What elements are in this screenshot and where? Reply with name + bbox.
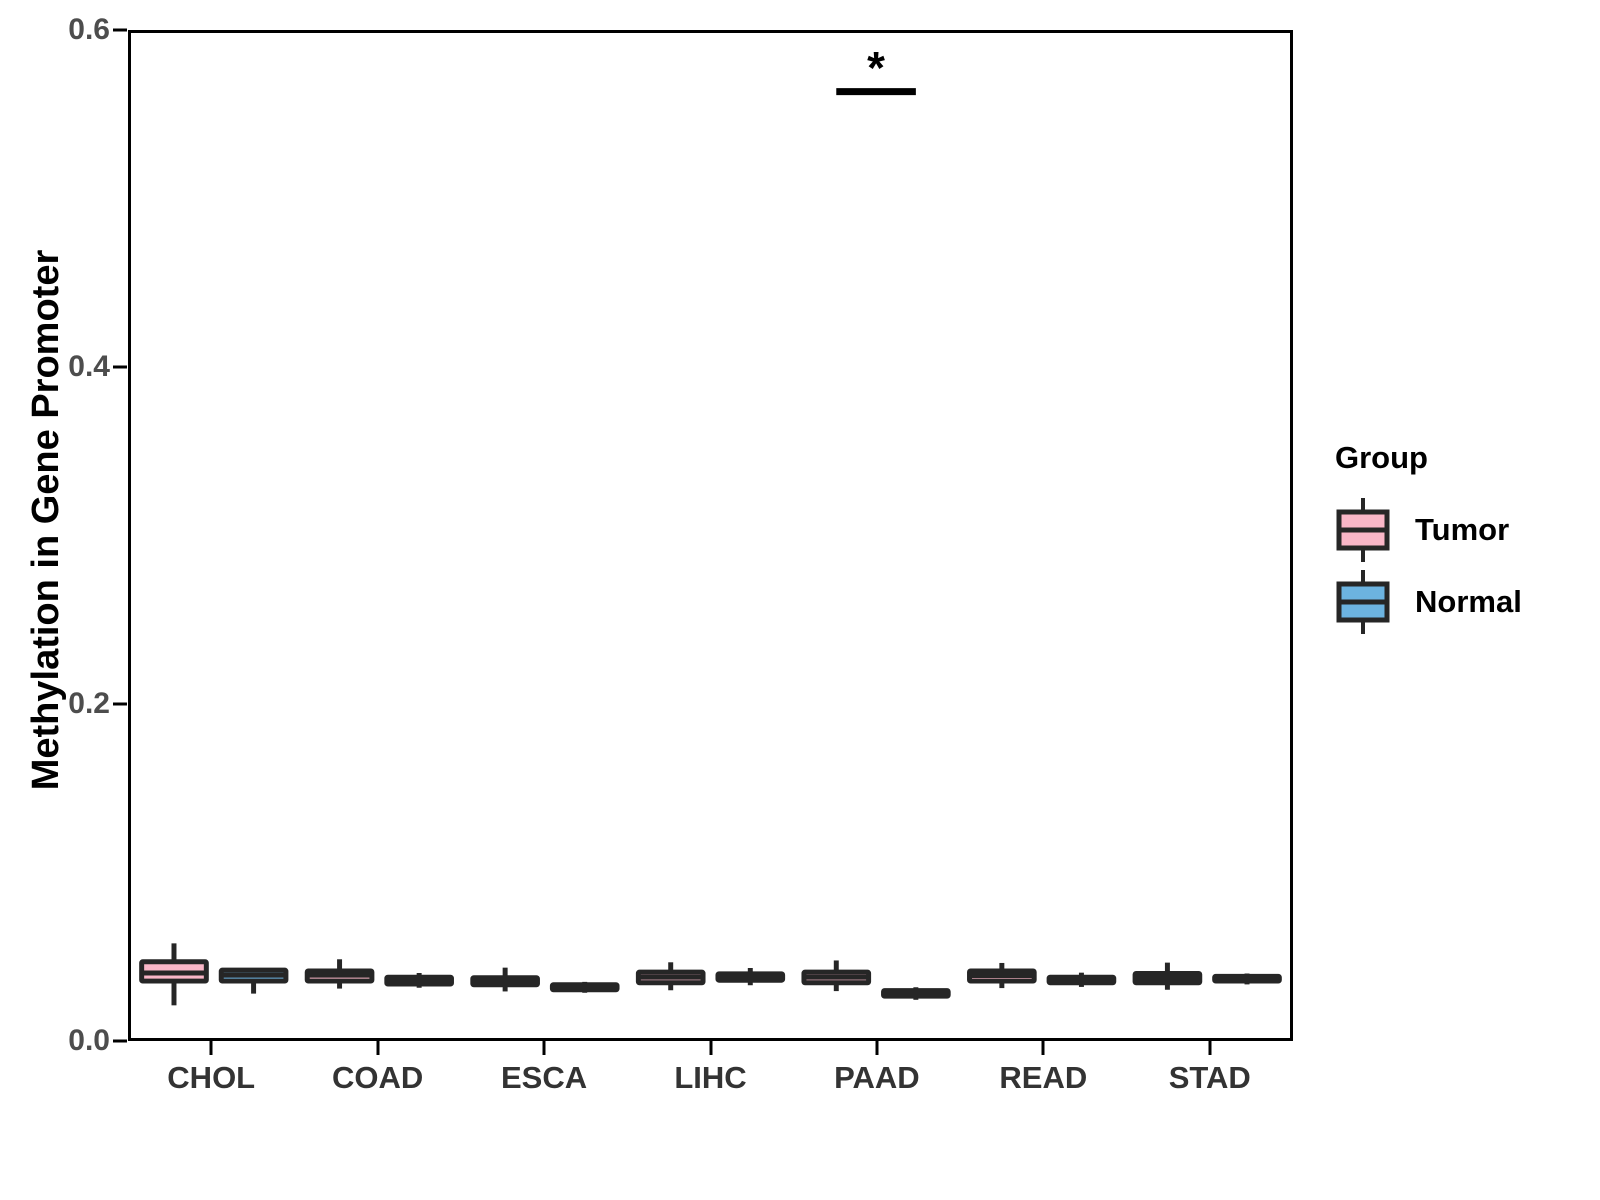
x-tick-mark (376, 1041, 380, 1055)
legend-key-icon (1333, 494, 1393, 566)
plot-panel: * (128, 30, 1293, 1041)
legend-box-glyph (1336, 570, 1390, 634)
legend-entries: Tumor Normal (1333, 494, 1573, 638)
y-tick-label: 0.4 (68, 350, 110, 383)
legend-entry[interactable]: Normal (1333, 566, 1573, 638)
boxplot-box (549, 981, 620, 993)
legend: Group Tumor Normal (1333, 440, 1573, 638)
x-tick-mark (1041, 1041, 1045, 1055)
legend-box-glyph (1336, 498, 1390, 562)
boxplot-box (139, 943, 209, 1006)
y-axis-ticks: 0.0 0.2 0.4 0.6 (0, 0, 110, 1200)
boxplot-box (967, 962, 1037, 989)
y-tick-label: 0.0 (68, 1024, 110, 1057)
legend-title: Group (1335, 440, 1428, 475)
x-tick-label: READ (999, 1060, 1088, 1095)
boxplot-canvas: * (139, 43, 1282, 1006)
x-tick-mark (709, 1041, 712, 1055)
boxplot-box (470, 967, 540, 992)
y-tick-mark (113, 28, 127, 32)
x-tick-label: CHOL (167, 1060, 256, 1095)
y-tick-mark (113, 702, 127, 706)
boxplot-box (304, 959, 375, 989)
legend-label: Tumor (1415, 512, 1510, 547)
boxplot-box (1132, 962, 1203, 990)
boxplot-box (1046, 972, 1117, 987)
x-tick-mark (542, 1041, 546, 1055)
x-tick-mark (875, 1041, 879, 1055)
significance-star: * (867, 43, 885, 94)
legend-label: Normal (1415, 584, 1522, 619)
legend-key-icon (1333, 566, 1393, 638)
boxplot-box (881, 987, 951, 1000)
significance-bracket: * (836, 43, 916, 96)
boxplot-box (801, 960, 872, 992)
y-tick-label: 0.6 (68, 13, 110, 46)
x-tick-mark (209, 1041, 213, 1055)
legend-entry[interactable]: Tumor (1333, 494, 1573, 566)
boxplot-box (715, 967, 786, 986)
x-tick-label: STAD (1168, 1060, 1251, 1095)
x-tick-label: ESCA (500, 1060, 588, 1095)
boxplot-box (218, 967, 289, 994)
x-tick-label: LIHC (674, 1060, 747, 1095)
boxplot-box (384, 973, 454, 988)
x-tick-mark (1208, 1041, 1212, 1055)
y-tick-label: 0.2 (68, 687, 110, 720)
boxplot-box (1212, 973, 1282, 985)
y-tick-mark (113, 365, 127, 369)
x-tick-label: PAAD (834, 1060, 920, 1095)
x-tick-label: COAD (332, 1060, 424, 1095)
y-tick-mark (113, 1039, 127, 1043)
boxplot-box (635, 962, 706, 991)
